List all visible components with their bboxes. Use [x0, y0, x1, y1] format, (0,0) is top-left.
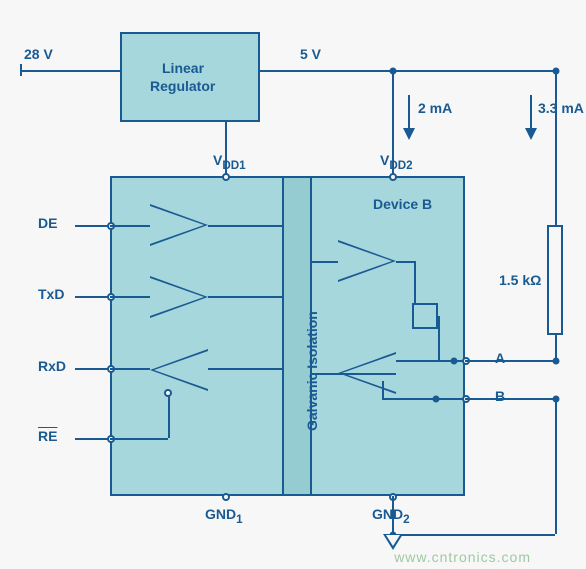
pin-vdd1 [222, 173, 230, 181]
label-de: DE [38, 215, 57, 231]
amp-triangle-fill [150, 206, 204, 244]
label-idd2: 2 mA [418, 100, 452, 116]
w-rxd-out [110, 368, 150, 370]
w-b-recv-v [382, 381, 384, 398]
label-vdd1: VDD1 [213, 152, 246, 172]
regulator-label-1: Linear [162, 60, 204, 76]
pin-vdd2 [389, 173, 397, 181]
w-b-ext [465, 398, 555, 400]
w-drv-split [414, 261, 416, 303]
wire-5v-rail [260, 70, 555, 72]
w-b-to-gnd [555, 398, 557, 534]
label-txd: TxD [38, 286, 64, 302]
regulator-label-2: Regulator [150, 78, 215, 94]
w-re-v [168, 395, 170, 438]
label-r: 1.5 kΩ [499, 272, 541, 288]
gnd-symbol-inner [386, 535, 400, 546]
label-vdd2: VDD2 [380, 152, 413, 172]
label-5v: 5 V [300, 46, 321, 62]
amp-triangle-fill [154, 351, 208, 389]
arrow-ir-head [525, 128, 537, 140]
node-b-ext [553, 396, 560, 403]
label-device-b: Device B [373, 196, 432, 212]
wire-de [75, 225, 110, 227]
w-txd-in [110, 296, 150, 298]
driver-stage [412, 303, 438, 329]
w-gnd2-join [392, 534, 555, 536]
w-drv-out [396, 261, 414, 263]
amp-triangle-fill [150, 278, 204, 316]
pin-gnd1 [222, 493, 230, 501]
w-txd-out [208, 296, 282, 298]
wire-rxd [75, 368, 110, 370]
w-iso-rt-top [312, 261, 338, 263]
label-gnd1: GND1 [205, 506, 243, 526]
label-a: A [495, 350, 505, 366]
w-b-recv [382, 398, 465, 400]
w-r-to-a [555, 335, 557, 360]
w-de-in [110, 225, 150, 227]
node-a-ext [553, 358, 560, 365]
w-drv-to-a-v [438, 316, 440, 360]
node-a-int [451, 358, 458, 365]
label-galvanic-isolation: Galvanic Isolation [304, 311, 320, 431]
node-b-int [433, 396, 440, 403]
pin-rx-en [164, 389, 172, 397]
termination-resistor [547, 225, 563, 335]
w-gnd2-drop [392, 496, 394, 534]
w-a-ext [465, 360, 555, 362]
label-28v: 28 V [24, 46, 53, 62]
wire-28v-in [20, 70, 120, 72]
label-rxd: RxD [38, 358, 66, 374]
label-b: B [495, 388, 505, 404]
w-iso-rt-bot [312, 373, 396, 375]
wire-re_bar [75, 438, 110, 440]
label-ir: 3.3 mA [538, 100, 584, 116]
w-rxd-in [208, 368, 282, 370]
arrow-idd2 [408, 95, 410, 130]
tick-28v [20, 64, 22, 76]
label-gnd2: GND2 [372, 506, 410, 526]
wire-r-top [555, 70, 557, 225]
arrow-ir [530, 95, 532, 130]
wire-txd [75, 296, 110, 298]
label-re: RE [38, 428, 57, 444]
linear-regulator-block [120, 32, 260, 122]
w-re-h [110, 438, 168, 440]
circuit-diagram: Linear Regulator 28 V 5 V 2 mA 3.3 mA Galvanic… [0, 0, 586, 569]
amp-triangle-fill [338, 242, 392, 280]
w-de-out [208, 225, 282, 227]
watermark: www.cntronics.com [394, 549, 531, 565]
arrow-idd2-head [403, 128, 415, 140]
